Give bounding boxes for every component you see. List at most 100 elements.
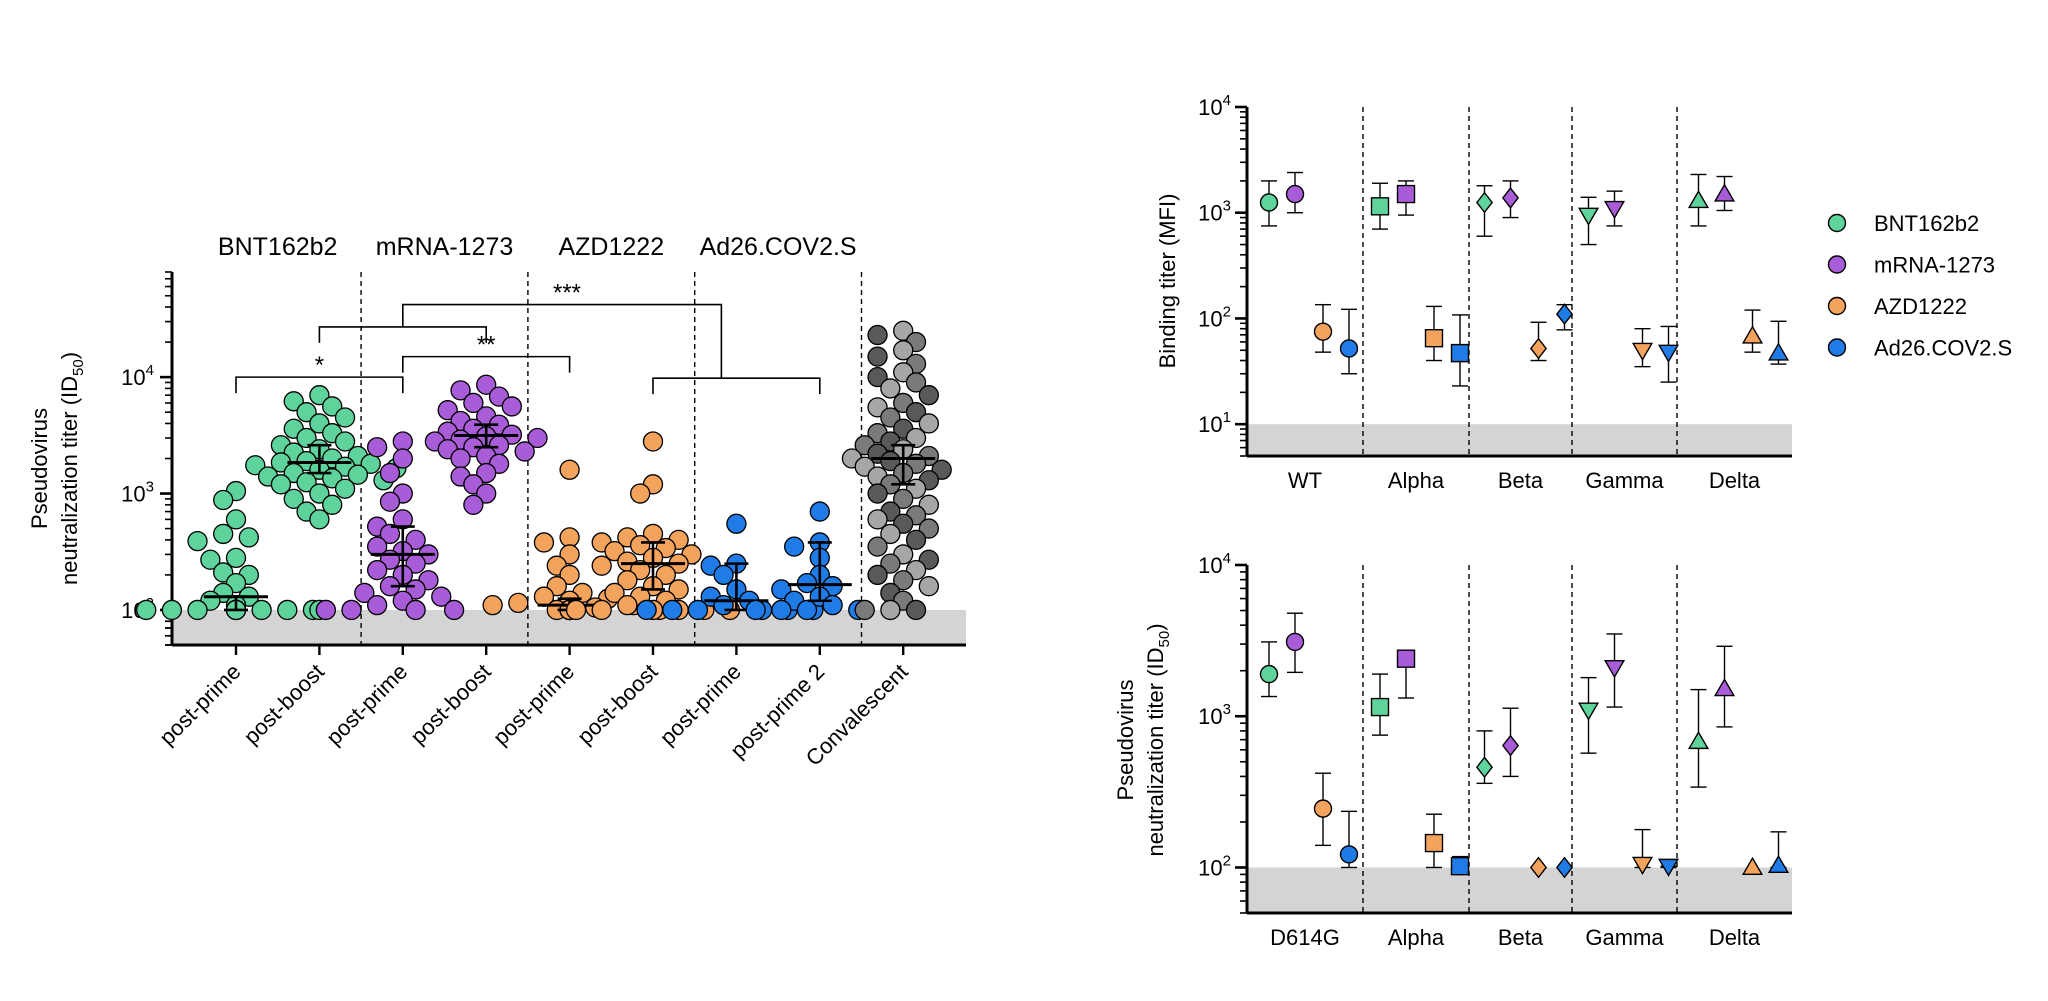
legend-marker-2: [1827, 296, 1847, 316]
data-point: [283, 488, 304, 510]
x-variant-label-1: Alpha: [1388, 925, 1445, 950]
data-point: [476, 483, 497, 504]
data-point: [617, 570, 638, 591]
y-tick-label-0: 101: [1198, 409, 1231, 437]
data-point: [1424, 329, 1444, 348]
data-point: [867, 366, 888, 388]
data-point: [630, 535, 651, 556]
data-point: [880, 407, 901, 428]
data-point: [463, 494, 484, 515]
data-point: [1396, 649, 1416, 668]
data-point: [482, 594, 503, 616]
y-tick-label-0: 102: [1198, 852, 1231, 880]
data-point: [1603, 660, 1626, 679]
y-axis-title-line-1: Pseudovirus: [1113, 679, 1138, 800]
data-point: [334, 478, 356, 499]
category-2-points: [315, 431, 465, 621]
data-point: [476, 374, 497, 395]
data-point: [918, 518, 939, 539]
data-point: [1529, 337, 1548, 360]
data-point: [354, 582, 375, 604]
data-point: [591, 599, 612, 621]
significance-label-0: *: [315, 352, 324, 379]
x-variant-label-3: Gamma: [1585, 468, 1664, 493]
data-point: [905, 402, 927, 423]
data-point: [867, 346, 888, 367]
data-point: [405, 529, 426, 551]
legend-label-0: BNT162b2: [1874, 211, 1979, 236]
data-point: [322, 396, 343, 417]
data-point: [309, 385, 330, 406]
y-axis-title-line-2: neutralization titer (ID50): [1143, 623, 1173, 856]
data-point: [334, 431, 356, 452]
data-point: [405, 599, 426, 621]
data-point: [334, 407, 356, 428]
data-point: [392, 431, 413, 452]
data-point: [187, 599, 208, 621]
data-point: [1657, 344, 1680, 363]
data-point: [905, 427, 927, 449]
data-point: [784, 536, 805, 557]
legend-label-1: mRNA-1273: [1874, 253, 1995, 278]
data-point: [1370, 197, 1390, 216]
data-point: [880, 553, 901, 574]
data-point: [1370, 697, 1390, 717]
data-point: [1687, 189, 1710, 209]
legend-marker-3: [1827, 338, 1847, 357]
data-point: [1285, 632, 1305, 652]
limit-of-detection-band: [1247, 424, 1792, 456]
data-point: [771, 579, 792, 600]
category-1-points: [245, 385, 407, 621]
x-tick-label-5: post-boost: [572, 659, 662, 749]
data-point: [1450, 343, 1470, 363]
data-point: [1396, 184, 1416, 204]
x-tick-label-6: post-prime: [655, 659, 746, 750]
data-point: [687, 599, 709, 621]
data-point: [809, 501, 830, 522]
data-point: [1339, 339, 1359, 358]
data-point: [893, 570, 914, 591]
data-point: [238, 527, 259, 548]
data-point: [347, 464, 369, 485]
data-point: [559, 544, 580, 565]
x-variant-label-4: Delta: [1709, 468, 1761, 493]
data-point: [880, 599, 901, 621]
series-AZD1222: [1313, 303, 1764, 368]
category-8-points: [841, 320, 952, 621]
legend-label-3: Ad26.COV2.S: [1874, 336, 2012, 361]
y-tick-label-2: 103: [1198, 198, 1231, 226]
data-point: [1687, 730, 1710, 750]
data-point: [200, 549, 221, 570]
significance-bracket-2star: [402, 355, 571, 373]
right-top-panel-binding-titer: 101 102 103 104 WT Alpha Beta Gamma Delta Binding…: [1155, 92, 1792, 493]
data-point: [501, 396, 523, 417]
data-point: [341, 599, 362, 621]
legend: BNT162b2 mRNA-1273 AZD1222 Ad26.COV2.S: [1827, 211, 2012, 361]
data-point: [1475, 756, 1494, 779]
data-point: [1313, 799, 1333, 818]
series-Ad26.COV2.S: [1339, 303, 1790, 387]
data-point: [1313, 322, 1333, 341]
significance-bracket-mrna-groups: [318, 326, 487, 343]
significance-label-1: **: [477, 332, 496, 359]
y-axis-title-text: Binding titer (MFI): [1155, 194, 1180, 369]
data-point: [315, 599, 337, 621]
data-point: [309, 483, 330, 504]
y-axis-title-line-1: Pseudovirus: [27, 408, 52, 529]
data-point: [366, 536, 388, 557]
data-point: [1501, 734, 1520, 757]
data-point: [508, 592, 529, 614]
data-point: [1555, 303, 1574, 325]
data-point: [1577, 702, 1600, 721]
data-point: [366, 594, 388, 616]
y-axis-title: Binding titer (MFI): [1155, 194, 1180, 369]
data-point: [405, 579, 426, 600]
data-point: [1529, 856, 1548, 879]
data-point: [213, 489, 234, 511]
data-point: [604, 582, 625, 604]
data-point: [867, 324, 888, 346]
data-point: [1555, 856, 1574, 879]
data-point: [867, 483, 888, 504]
x-variant-label-2: Beta: [1498, 468, 1544, 493]
significance-bracket-star: [235, 376, 404, 394]
